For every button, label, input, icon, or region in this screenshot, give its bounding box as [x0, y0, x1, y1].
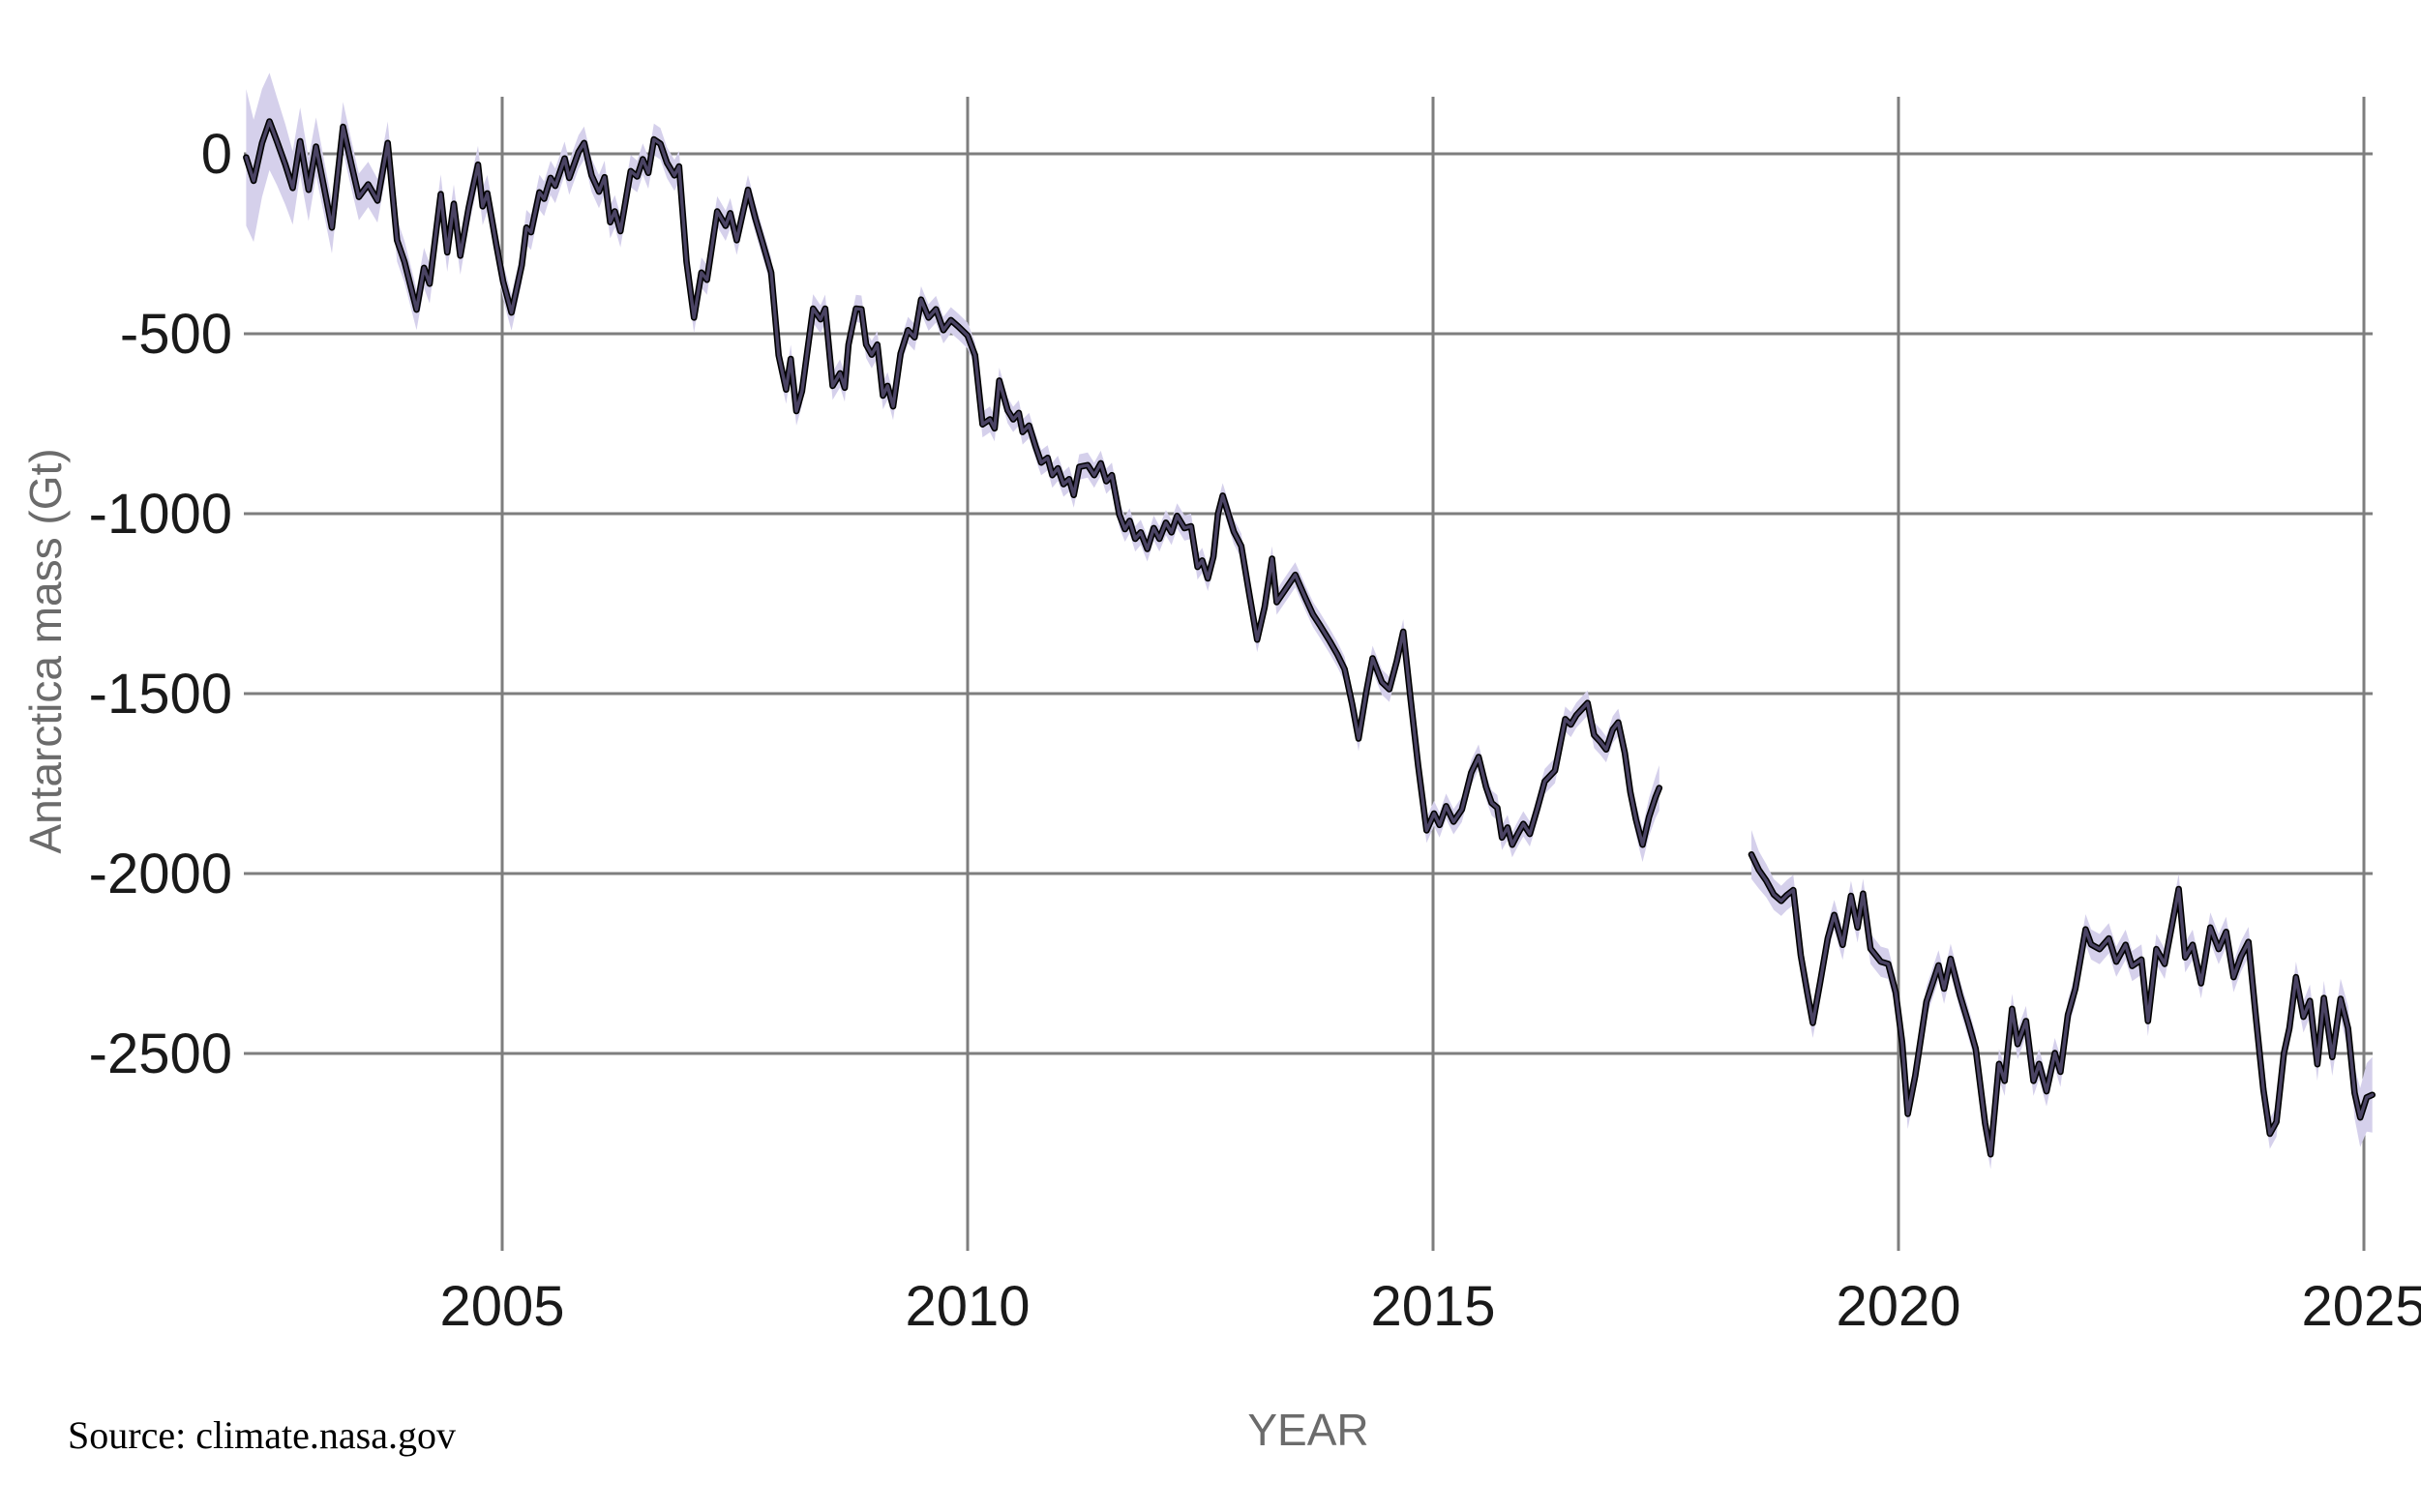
mass-line-group	[243, 118, 2376, 1158]
x-tick-label-2020: 2020	[1836, 1275, 1960, 1338]
source-credit: Source: climate.nasa.gov	[68, 1413, 456, 1457]
y-tick-label--2500: -2500	[89, 1023, 232, 1085]
y-tick-label--1500: -1500	[89, 663, 232, 726]
mass-line-segment-1	[244, 119, 1661, 846]
y-axis-tick-labels: 0 -500 -1000 -1500 -2000 -2500	[89, 123, 232, 1085]
x-tick-label-2015: 2015	[1370, 1275, 1495, 1338]
y-axis-title: Antarctica mass (Gt)	[20, 448, 71, 853]
y-tick-label-0: 0	[201, 123, 232, 186]
mass-line-segment-2	[1749, 852, 2375, 1156]
y-tick-label--500: -500	[120, 303, 232, 366]
y-tick-label--2000: -2000	[89, 843, 232, 905]
x-tick-label-2005: 2005	[439, 1275, 564, 1338]
y-tick-label--1000: -1000	[89, 483, 232, 546]
x-tick-label-2010: 2010	[905, 1275, 1030, 1338]
horizontal-gridlines	[244, 152, 2373, 1055]
x-axis-tick-labels: 2005 2010 2015 2020 2025	[439, 1275, 2421, 1338]
x-axis-title: YEAR	[1247, 1405, 1368, 1455]
x-tick-label-2025: 2025	[2301, 1275, 2421, 1338]
